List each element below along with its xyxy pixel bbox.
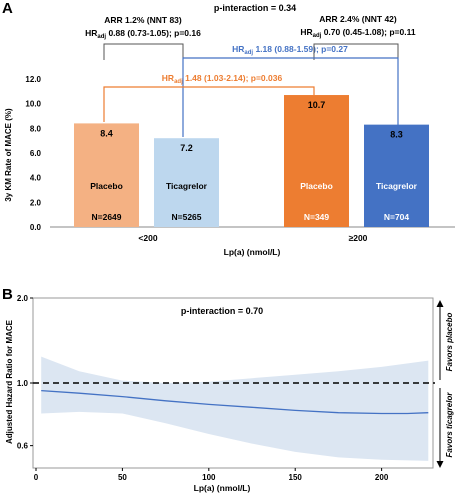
panel-b-p-interaction: p-interaction = 0.70	[181, 306, 263, 316]
left-hr-label: HRadj 0.88 (0.73-1.05); p=0.16	[85, 28, 201, 40]
favors-ticagrelor-arrowhead	[436, 461, 444, 468]
confidence-band	[41, 356, 429, 461]
bar-name-label: Placebo	[90, 181, 123, 191]
panel-b-xlabel: Lp(a) (nmol/L)	[194, 483, 251, 493]
bar-name-label: Ticagrelor	[376, 181, 418, 191]
left-hr-sub: adj	[97, 34, 106, 40]
y-tick-label: 12.0	[25, 75, 41, 84]
bar	[154, 138, 219, 227]
favors-placebo-label: Favors placebo	[445, 313, 454, 372]
x-tick-label: 200	[375, 473, 389, 482]
bar-name-label: Placebo	[300, 181, 333, 191]
bar-name-label: Ticagrelor	[166, 181, 208, 191]
x-tick-label: 150	[289, 473, 303, 482]
bar-n-label: N=349	[304, 212, 330, 222]
blue-bracket-hr-label: HRadj 1.18 (0.88-1.59); p=0.27	[232, 44, 348, 56]
orange-bracket-hr-label: HRadj 1.48 (1.03-2.14); p=0.036	[162, 73, 283, 85]
blue-hr-prefix: HR	[232, 44, 244, 54]
y-tick-label: 4.0	[30, 174, 42, 183]
x-tick-label: 50	[118, 473, 127, 482]
orange-hr-rest: 1.48 (1.03-2.14); p=0.036	[183, 73, 283, 83]
panel-b-label: B	[2, 286, 13, 303]
y-tick-label: 8.0	[30, 124, 42, 133]
group-label: ≥200	[349, 233, 368, 243]
right-arr-label: ARR 2.4% (NNT 42)	[319, 14, 397, 24]
bar-value-label: 7.2	[180, 143, 193, 153]
panel-a-ylabel: 3y KM Rate of MACE (%)	[4, 108, 13, 202]
bar-value-label: 8.3	[390, 130, 403, 140]
y-tick-label: 0.6	[17, 442, 29, 451]
blue-bracket	[182, 57, 399, 137]
y-tick-label: 6.0	[30, 149, 42, 158]
y-tick-label: 2.0	[30, 198, 42, 207]
left-hr-prefix: HR	[85, 28, 97, 38]
bar	[284, 95, 349, 228]
orange-hr-prefix: HR	[162, 73, 174, 83]
favors-placebo-arrowhead	[436, 300, 444, 307]
blue-hr-rest: 1.18 (0.88-1.59); p=0.27	[253, 44, 348, 54]
panel-b-plot: 0.6 1.0 2.0 0 50 100 150 200	[17, 294, 435, 482]
right-hr-label: HRadj 0.70 (0.45-1.08); p=0.11	[300, 27, 415, 39]
blue-hr-sub: adj	[244, 50, 253, 56]
bar-value-label: 8.4	[100, 128, 113, 138]
right-hr-sub: adj	[313, 33, 322, 39]
left-arr-label: ARR 1.2% (NNT 83)	[104, 15, 182, 25]
bar-n-label: N=5265	[171, 212, 201, 222]
x-tick-label: 0	[34, 473, 39, 482]
x-tick-label: 100	[202, 473, 216, 482]
y-tick-label: 1.0	[17, 379, 29, 388]
panel-a-plot: 0.0 2.0 4.0 6.0 8.0 10.0 12.0 8.4 Placebo N=2649 7…	[25, 75, 455, 243]
bar-n-label: N=704	[384, 212, 410, 222]
bar-n-label: N=2649	[91, 212, 121, 222]
right-hr-prefix: HR	[300, 27, 312, 37]
panel-a-label: A	[2, 0, 13, 17]
panel-a-xlabel: Lp(a) (nmol/L)	[224, 247, 281, 257]
left-hr-rest: 0.88 (0.73-1.05); p=0.16	[106, 28, 201, 38]
y-tick-label: 0.0	[30, 223, 42, 232]
right-comparison-bracket	[313, 43, 399, 60]
y-tick-label: 2.0	[17, 294, 29, 303]
orange-hr-sub: adj	[174, 79, 183, 85]
panel-b-ylabel: Adjusted Hazard Ratio for MACE	[5, 319, 14, 444]
hr-curve	[41, 389, 429, 415]
panel-a-p-interaction: p-interaction = 0.34	[214, 3, 296, 13]
orange-bracket	[103, 86, 315, 122]
group-label: <200	[138, 233, 157, 243]
bar-value-label: 10.7	[308, 100, 326, 110]
y-tick-label: 10.0	[25, 100, 41, 109]
favors-ticagrelor-label: Favors ticagrelor	[445, 392, 454, 458]
bar	[74, 123, 139, 227]
left-comparison-bracket	[103, 43, 184, 60]
right-hr-rest: 0.70 (0.45-1.08); p=0.11	[321, 27, 416, 37]
bar	[364, 124, 429, 227]
